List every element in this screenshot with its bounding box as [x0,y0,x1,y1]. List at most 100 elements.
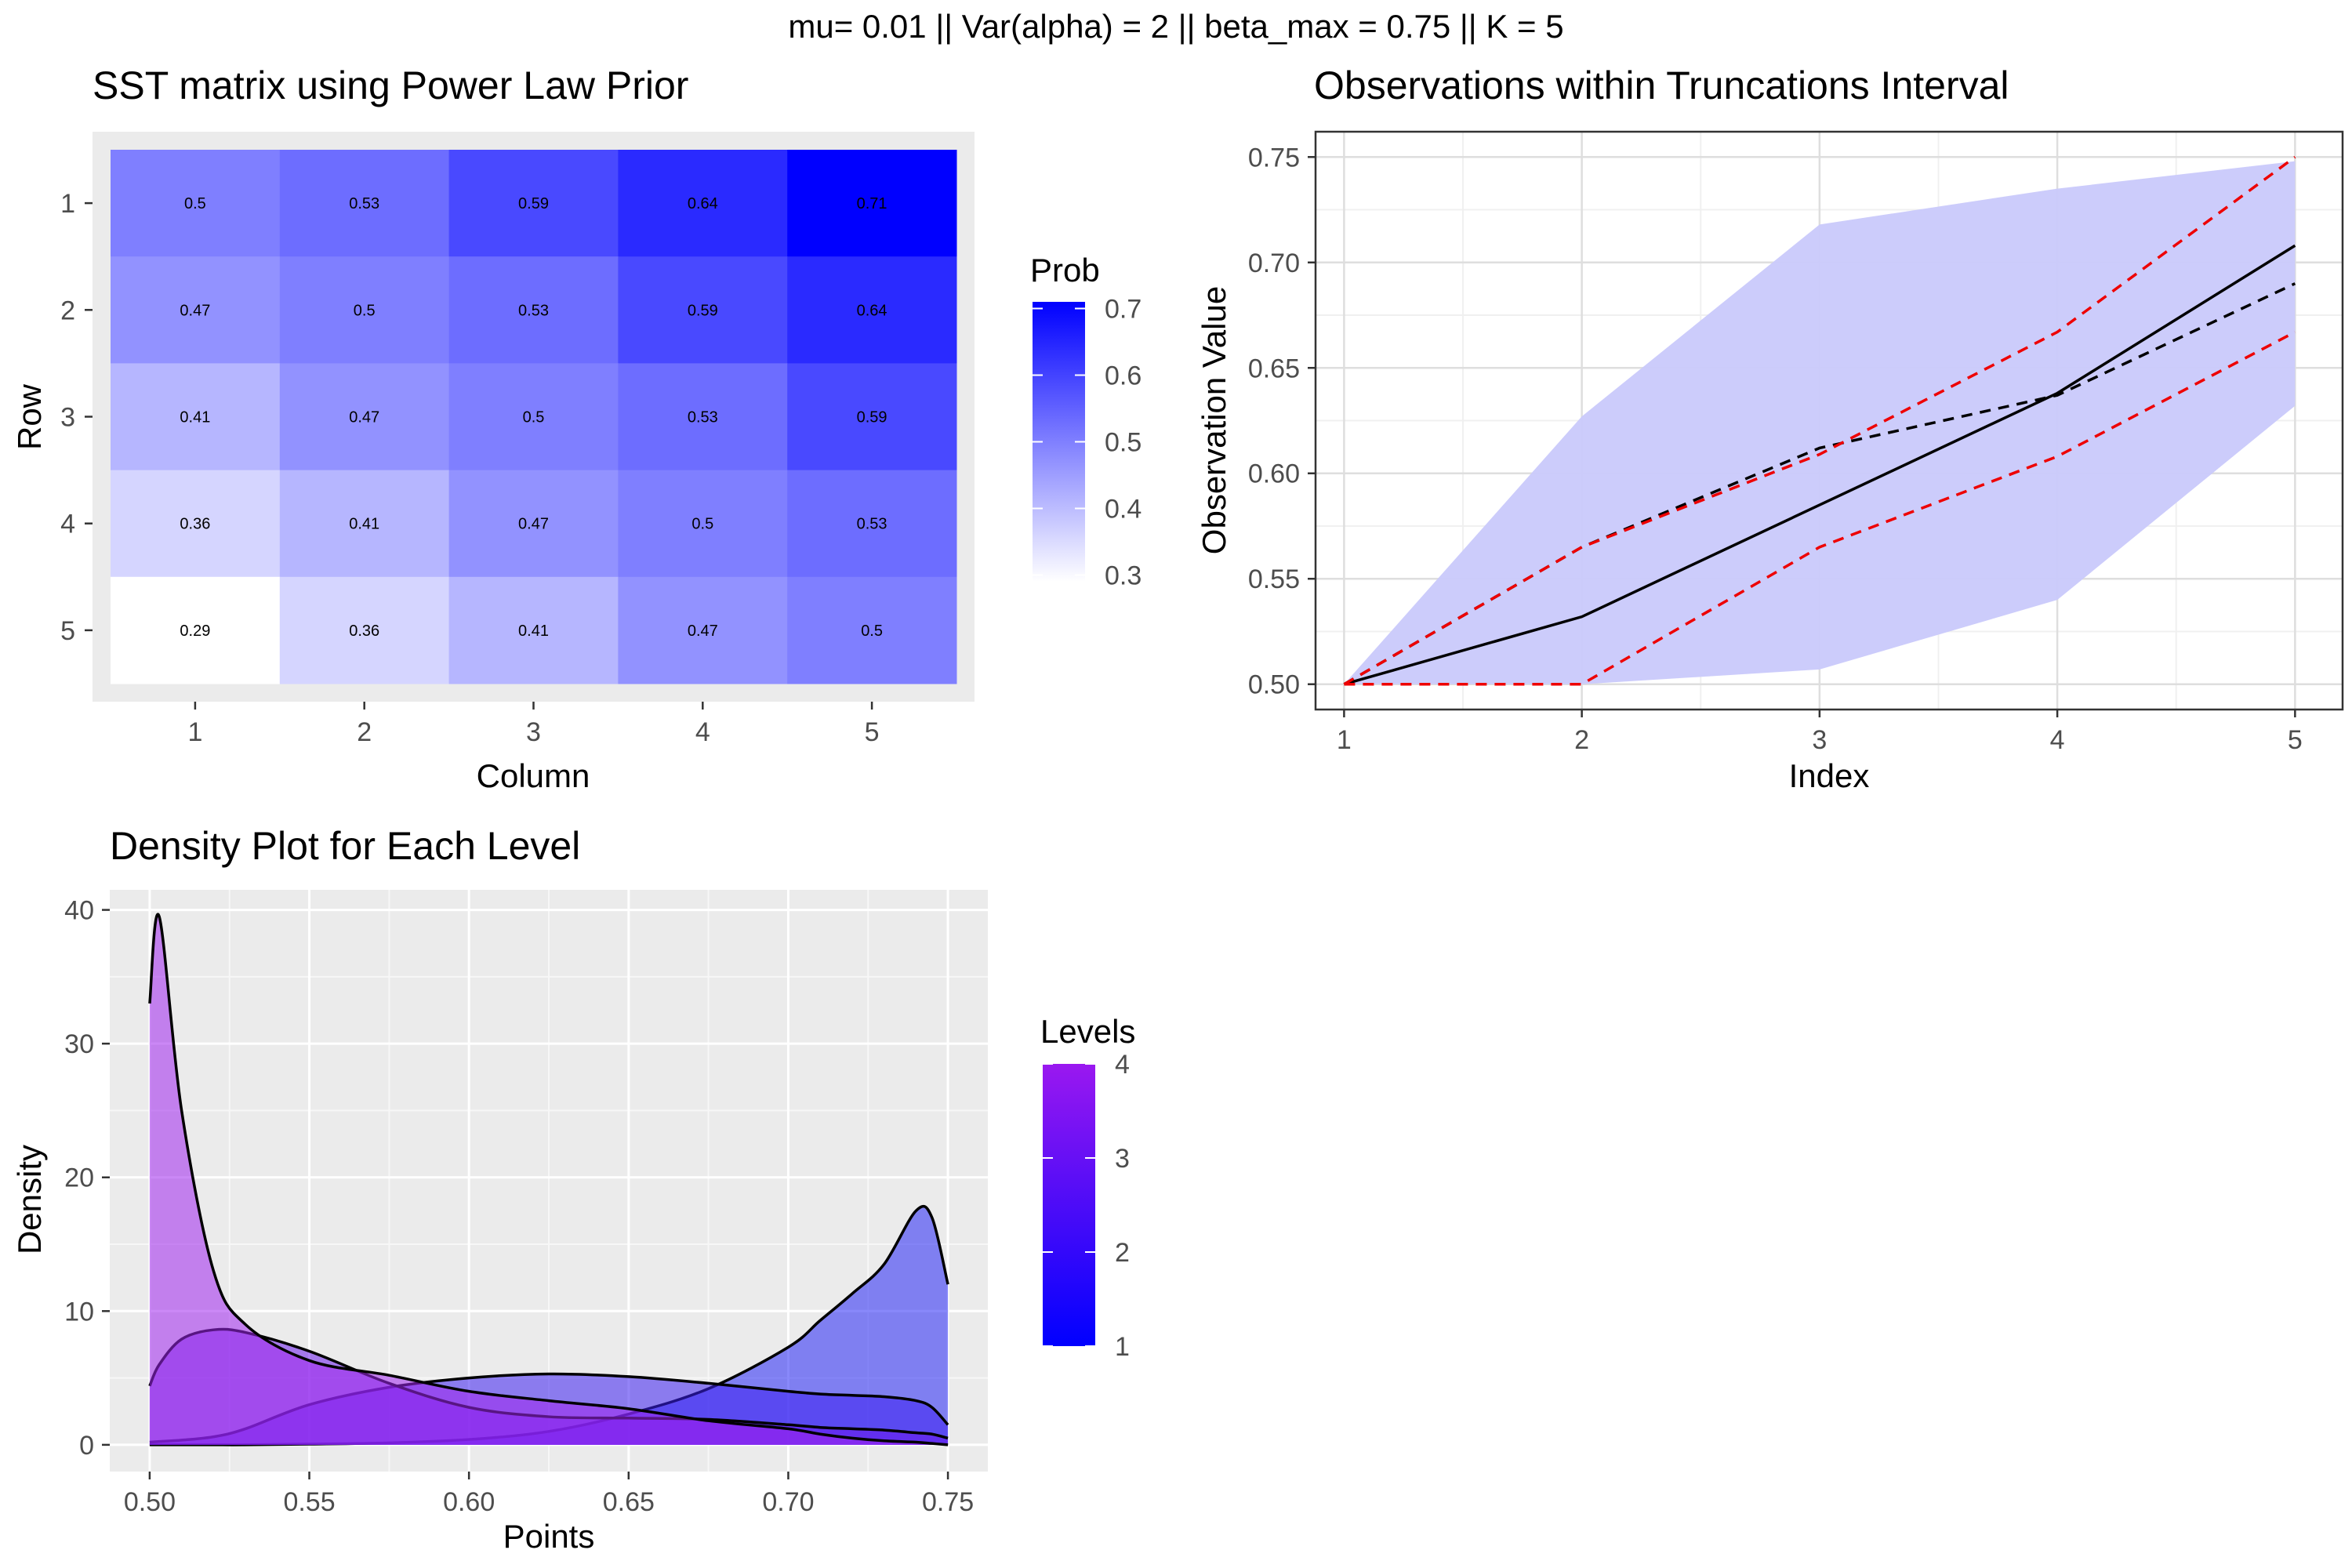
density-legend-tick-label: 4 [1115,1050,1130,1080]
line-panel: Observations within Truncations Interval… [1196,64,2344,794]
density-y-tick-label: 30 [64,1029,94,1059]
line-plot-border [1314,130,2344,711]
heatmap-x-tick-label: 2 [357,717,372,747]
line-y-tick-label: 0.70 [1248,249,1300,278]
density-y-tick-label: 20 [64,1163,94,1193]
density-y-axis-label: Density [11,1145,48,1254]
line-y-tick-label: 0.50 [1248,670,1300,700]
heatmap-cell-label: 0.41 [349,516,379,533]
line-y-tick-label: 0.65 [1248,354,1300,383]
heatmap-cell-label: 0.53 [518,302,549,319]
heatmap-cell [618,256,788,364]
heatmap-cell-label: 0.53 [857,516,887,533]
heatmap-y-axis-label: Row [11,383,48,450]
density-legend-tick-label: 3 [1115,1144,1130,1174]
density-y-tick-label: 10 [64,1297,94,1327]
line-y-tick-label: 0.55 [1248,564,1300,594]
heatmap-cell [448,576,619,684]
heatmap-cell-label: 0.64 [688,195,718,212]
density-legend-colorbar [1043,1064,1095,1346]
heatmap-cell-label: 0.5 [354,302,376,319]
density-y-tick-label: 0 [79,1431,94,1461]
heatmap-cell-label: 0.59 [857,409,887,426]
heatmap-cell-label: 0.64 [857,302,887,319]
heatmap-cell [448,256,619,364]
line-truncation-band [1344,161,2296,684]
heatmap-panel: SST matrix using Power Law Prior 0.5 0.53… [11,64,1142,794]
heatmap-cell [111,363,281,471]
heatmap-x-tick-label: 1 [187,717,202,747]
heatmap-cell-label: 0.5 [691,516,713,533]
heatmap-cell [787,470,957,578]
heatmap-legend-tick-label: 0.3 [1105,561,1142,591]
density-x-tick-label: 0.70 [762,1487,814,1517]
heatmap-cell-label: 0.47 [688,622,718,640]
density-area-level-4 [149,914,949,1445]
heatmap-cell [787,150,957,257]
density-x-axis-label: Points [503,1518,595,1555]
heatmap-cell [787,363,957,471]
line-y-tick-label: 0.75 [1248,143,1300,172]
heatmap-cell [618,576,788,684]
heatmap-cell [111,470,281,578]
heatmap-title: SST matrix using Power Law Prior [93,64,688,107]
density-x-tick-label: 0.60 [443,1487,495,1517]
heatmap-cell-label: 0.53 [688,409,718,426]
heatmap-cell [787,576,957,684]
density-legend-title: Levels [1040,1013,1135,1050]
density-legend-tick-label: 2 [1115,1238,1130,1268]
heatmap-x-axis-label: Column [477,757,590,794]
heatmap-cell [448,363,619,471]
heatmap-cell [618,363,788,471]
heatmap-cell [279,576,450,684]
heatmap-cell-label: 0.5 [861,622,883,640]
line-y-tick-label: 0.60 [1248,459,1300,489]
heatmap-cell [448,470,619,578]
heatmap-legend-tick-label: 0.7 [1105,295,1142,325]
line-series [1343,244,2296,686]
density-legend-tick-label: 1 [1115,1332,1130,1362]
line-x-tick-label: 4 [2050,725,2065,755]
heatmap-cell [618,470,788,578]
heatmap-cell-label: 0.47 [349,409,379,426]
heatmap-cell-label: 0.59 [688,302,718,319]
heatmap-cell-label: 0.29 [180,622,210,640]
heatmap-cell-label: 0.47 [518,516,549,533]
density-x-tick-label: 0.65 [603,1487,655,1517]
line-series [1343,282,2296,686]
heatmap-cell [279,470,450,578]
heatmap-y-tick-label: 4 [60,510,75,539]
heatmap-cell-label: 0.59 [518,195,549,212]
density-x-tick-label: 0.75 [922,1487,974,1517]
heatmap-cell-label: 0.41 [180,409,210,426]
heatmap-cell [618,150,788,257]
heatmap-cell-label: 0.36 [349,622,379,640]
line-x-axis-label: Index [1789,757,1870,794]
line-x-tick-label: 1 [1337,725,1352,755]
heatmap-legend-tick-label: 0.4 [1105,495,1142,524]
heatmap-legend-tick-label: 0.5 [1105,428,1142,458]
density-x-tick-label: 0.55 [283,1487,335,1517]
heatmap-x-tick-label: 3 [526,717,541,747]
density-curve-level-4 [148,913,949,1446]
heatmap-y-tick-label: 1 [60,189,75,219]
heatmap-y-tick-label: 2 [60,296,75,325]
heatmap-cell [279,256,450,364]
heatmap-legend-title: Prob [1030,252,1100,289]
heatmap-cell [787,256,957,364]
heatmap-cell [448,150,619,257]
density-x-tick-label: 0.50 [124,1487,176,1517]
heatmap-cell [279,363,450,471]
figure-suptitle: mu= 0.01 || Var(alpha) = 2 || beta_max =… [788,8,1563,45]
heatmap-legend-tick-label: 0.6 [1105,361,1142,391]
line-x-tick-label: 3 [1812,725,1827,755]
density-y-tick-label: 40 [64,896,94,926]
heatmap-cell [111,576,281,684]
heatmap-cell-label: 0.47 [180,302,210,319]
heatmap-cell-label: 0.5 [184,195,206,212]
line-series [1343,155,2296,686]
line-x-tick-label: 2 [1574,725,1589,755]
heatmap-cell [111,256,281,364]
heatmap-cell-label: 0.41 [518,622,549,640]
